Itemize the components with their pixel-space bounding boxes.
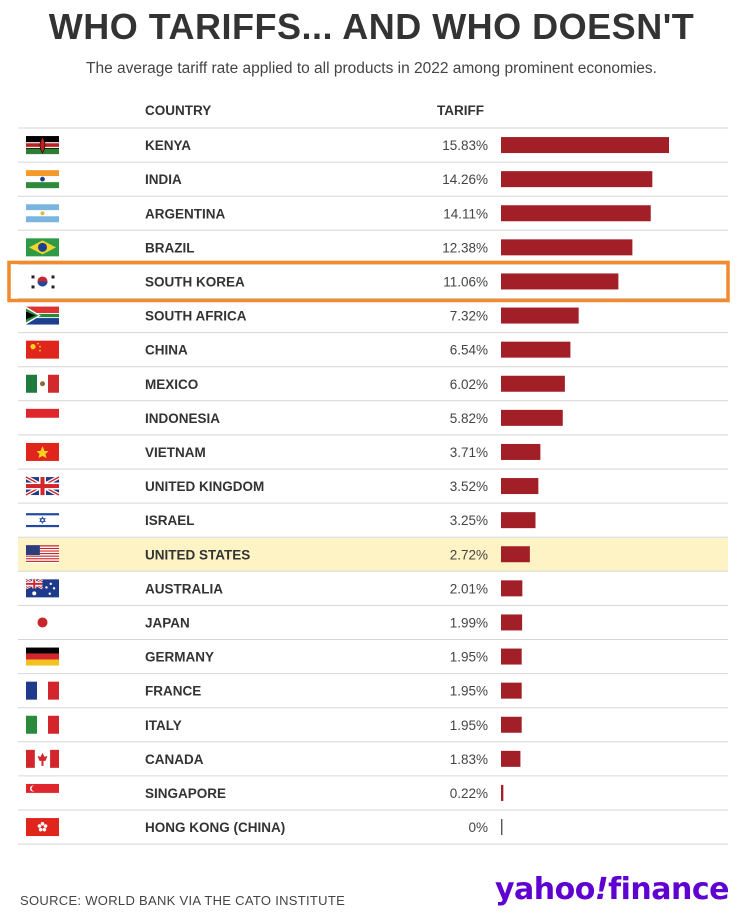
- kenya-flag-icon: [26, 136, 59, 155]
- bar-united-states: [501, 546, 530, 563]
- value-label-china: 6.54%: [450, 343, 488, 358]
- value-label-france: 1.95%: [450, 684, 488, 699]
- value-label-hong-kong-china: 0%: [468, 820, 488, 835]
- value-label-israel: 3.25%: [450, 513, 488, 528]
- value-label-kenya: 15.83%: [442, 138, 488, 153]
- country-label-united-kingdom: UNITED KINGDOM: [145, 479, 264, 494]
- value-label-mexico: 6.02%: [450, 377, 488, 392]
- chart-subtitle: The average tariff rate applied to all p…: [86, 60, 657, 77]
- france-flag-icon: [26, 681, 59, 700]
- country-label-mexico: MEXICO: [145, 377, 198, 392]
- value-label-south-africa: 7.32%: [450, 309, 488, 324]
- country-label-italy: ITALY: [145, 718, 182, 733]
- bar-singapore: [501, 784, 504, 801]
- italy-flag-icon: [26, 715, 59, 734]
- south-korea-flag-icon: [26, 272, 59, 291]
- japan-flag-icon: [26, 613, 59, 632]
- country-label-canada: CANADA: [145, 752, 204, 767]
- country-label-united-states: UNITED STATES: [145, 547, 250, 562]
- logo-product: finance: [608, 872, 729, 907]
- canada-flag-icon: [26, 749, 59, 768]
- bar-south-africa: [501, 307, 579, 324]
- bar-china: [501, 341, 571, 358]
- bar-india: [501, 171, 653, 188]
- value-label-germany: 1.95%: [450, 650, 488, 665]
- india-flag-icon: [26, 170, 59, 189]
- bar-germany: [501, 648, 522, 665]
- column-header-country: COUNTRY: [145, 103, 212, 118]
- tariff-bar-chart: KENYA 15.83% INDIA 14.26% ARGENTINA 14.11% BRA…: [7, 127, 730, 845]
- country-label-south-africa: SOUTH AFRICA: [145, 309, 247, 324]
- value-label-australia: 2.01%: [450, 581, 488, 596]
- hong-kong-flag-icon: [26, 818, 59, 837]
- yahoo-finance-logo: yahoo!finance: [494, 872, 730, 907]
- value-label-italy: 1.95%: [450, 718, 488, 733]
- value-label-united-states: 2.72%: [450, 547, 488, 562]
- logo-mark: !: [594, 872, 609, 907]
- bar-italy: [501, 716, 522, 733]
- indonesia-flag-icon: [26, 408, 59, 427]
- argentina-flag-icon: [26, 204, 59, 223]
- country-label-germany: GERMANY: [145, 650, 214, 665]
- highlight-box-south-korea: [7, 260, 730, 303]
- south-africa-flag-icon: [26, 306, 59, 325]
- bar-mexico: [501, 375, 565, 392]
- bar-united-kingdom: [501, 478, 539, 495]
- vietnam-flag-icon: [26, 442, 59, 461]
- bar-brazil: [501, 239, 633, 256]
- value-label-brazil: 12.38%: [442, 240, 488, 255]
- country-label-india: INDIA: [145, 172, 182, 187]
- bar-argentina: [501, 205, 651, 222]
- bar-france: [501, 682, 522, 699]
- bar-vietnam: [501, 443, 541, 460]
- israel-flag-icon: [26, 511, 59, 530]
- value-label-canada: 1.83%: [450, 752, 488, 767]
- column-header-tariff: TARIFF: [437, 103, 484, 118]
- bar-israel: [501, 512, 536, 529]
- united-states-flag-icon: [26, 545, 59, 564]
- country-label-argentina: ARGENTINA: [145, 206, 225, 221]
- value-label-vietnam: 3.71%: [450, 445, 488, 460]
- logo-brand: yahoo: [494, 872, 595, 907]
- mexico-flag-icon: [26, 374, 59, 393]
- bar-australia: [501, 580, 523, 597]
- value-label-india: 14.26%: [442, 172, 488, 187]
- country-label-hong-kong-china: HONG KONG (CHINA): [145, 820, 285, 835]
- value-label-japan: 1.99%: [450, 615, 488, 630]
- country-label-brazil: BRAZIL: [145, 240, 195, 255]
- country-label-australia: AUSTRALIA: [145, 581, 223, 596]
- bar-japan: [501, 614, 523, 631]
- value-label-indonesia: 5.82%: [450, 411, 488, 426]
- bar-canada: [501, 750, 521, 767]
- value-label-singapore: 0.22%: [450, 786, 488, 801]
- value-label-argentina: 14.11%: [443, 206, 488, 221]
- country-label-china: CHINA: [145, 343, 188, 358]
- bar-indonesia: [501, 409, 563, 426]
- australia-flag-icon: [25, 578, 59, 598]
- country-label-japan: JAPAN: [145, 615, 190, 630]
- country-label-kenya: KENYA: [145, 138, 191, 153]
- value-label-south-korea: 11.06%: [443, 274, 488, 289]
- bar-south-korea: [501, 273, 619, 290]
- china-flag-icon: [26, 340, 59, 359]
- country-label-israel: ISRAEL: [145, 513, 195, 528]
- bar-kenya: [501, 137, 669, 154]
- singapore-flag-icon: [26, 783, 59, 802]
- brazil-flag-icon: [26, 238, 59, 257]
- germany-flag-icon: [26, 647, 59, 666]
- united-kingdom-flag-icon: [25, 475, 60, 497]
- country-label-singapore: SINGAPORE: [145, 786, 226, 801]
- country-label-vietnam: VIETNAM: [145, 445, 206, 460]
- highlight-row-background: [18, 538, 728, 572]
- chart-title: WHO TARIFFS... AND WHO DOESN'T: [48, 6, 695, 47]
- country-label-france: FRANCE: [145, 684, 201, 699]
- value-label-united-kingdom: 3.52%: [450, 479, 488, 494]
- country-label-south-korea: SOUTH KOREA: [145, 274, 245, 289]
- source-note: SOURCE: WORLD BANK VIA THE CATO INSTITUT…: [20, 893, 346, 908]
- bar-hong-kong-china: [501, 819, 503, 836]
- country-label-indonesia: INDONESIA: [145, 411, 220, 426]
